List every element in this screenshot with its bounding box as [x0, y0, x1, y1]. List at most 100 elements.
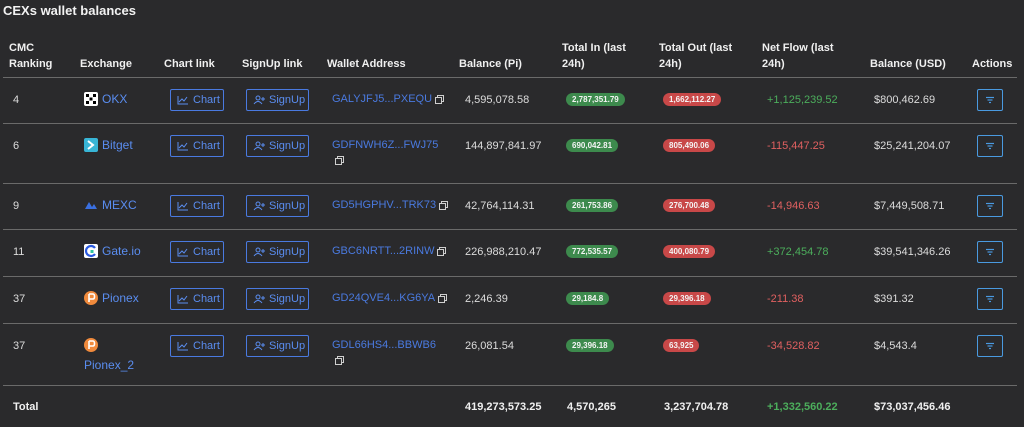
- exchange-link[interactable]: Bitget: [84, 138, 133, 152]
- row-actions-button[interactable]: [977, 89, 1003, 111]
- exchange-name: Bitget: [102, 138, 133, 152]
- copy-icon[interactable]: [335, 355, 344, 365]
- header-net-flow: Net Flow (last 24h): [762, 42, 834, 70]
- header-exchange: Exchange: [80, 58, 132, 70]
- total-out-badge: 805,490.06: [663, 139, 716, 152]
- filter-icon: [986, 295, 994, 303]
- signup-button[interactable]: SignUp: [246, 135, 309, 157]
- exchange-link[interactable]: MEXC: [84, 198, 137, 212]
- signup-button[interactable]: SignUp: [246, 335, 309, 357]
- header-total-out: Total Out (last 24h): [659, 42, 733, 70]
- gateio-logo-icon: [84, 244, 98, 258]
- header-signup-link: SignUp link: [242, 58, 303, 70]
- signup-button[interactable]: SignUp: [246, 241, 309, 263]
- chart-button[interactable]: Chart: [170, 135, 224, 157]
- header-balance-usd: Balance (USD): [870, 58, 946, 70]
- signup-button[interactable]: SignUp: [246, 195, 309, 217]
- total-in-badge: 690,042.81: [566, 139, 619, 152]
- exchange-name: Gate.io: [102, 244, 141, 258]
- row-actions-button[interactable]: [977, 335, 1003, 357]
- total-balance-usd: $73,037,456.46: [874, 401, 951, 413]
- user-plus-icon: [253, 247, 265, 257]
- row-actions-button[interactable]: [977, 288, 1003, 310]
- wallet-address[interactable]: GBC6NRTT...2RINW: [332, 244, 447, 259]
- exchange-link[interactable]: OKX: [84, 92, 127, 106]
- total-in-badge: 772,535.57: [566, 245, 619, 258]
- header-divider: [3, 77, 1017, 78]
- total-out-badge: 276,700.48: [663, 199, 716, 212]
- wallet-address[interactable]: GD24QVE4...KG6YA: [332, 291, 448, 306]
- chart-line-icon: [177, 342, 188, 351]
- total-out: 3,237,704.78: [664, 401, 729, 413]
- pionex-logo-icon: [84, 338, 98, 352]
- balance-pi-cell: 4,595,078.58: [465, 94, 530, 106]
- chart-button[interactable]: Chart: [170, 335, 224, 357]
- wallet-address[interactable]: GDFNWH6Z...FWJ75: [332, 138, 438, 168]
- row-divider: [3, 323, 1017, 324]
- user-plus-icon: [253, 95, 265, 105]
- balance-usd-cell: $7,449,508.71: [874, 200, 945, 212]
- chart-button[interactable]: Chart: [170, 288, 224, 310]
- total-in-badge: 29,184.8: [566, 292, 610, 305]
- total-net-flow: +1,332,560.22: [767, 401, 838, 413]
- filter-icon: [986, 96, 994, 104]
- filter-icon: [986, 342, 994, 350]
- wallet-address[interactable]: GD5HGPHV...TRK73: [332, 198, 449, 213]
- net-flow-cell: +1,125,239.52: [767, 94, 838, 106]
- row-actions-button[interactable]: [977, 241, 1003, 263]
- exchange-link[interactable]: Pionex: [84, 291, 139, 305]
- signup-button[interactable]: SignUp: [246, 89, 309, 111]
- copy-icon[interactable]: [439, 200, 449, 210]
- exchange-name: MEXC: [102, 198, 137, 212]
- copy-icon[interactable]: [435, 94, 445, 104]
- total-out-badge: 63,925: [663, 339, 700, 352]
- row-divider: [3, 276, 1017, 277]
- total-out-badge: 400,080.79: [663, 245, 716, 258]
- total-label: Total: [13, 401, 39, 413]
- page-title: CEXs wallet balances: [3, 3, 136, 18]
- chart-line-icon: [177, 248, 188, 257]
- total-in-badge: 261,753.86: [566, 199, 619, 212]
- rank-cell: 11: [13, 246, 25, 258]
- net-flow-cell: -115,447.25: [767, 140, 825, 152]
- rank-cell: 4: [13, 94, 20, 106]
- net-flow-cell: +372,454.78: [767, 246, 829, 258]
- chart-button[interactable]: Chart: [170, 241, 224, 263]
- chart-button[interactable]: Chart: [170, 89, 224, 111]
- wallet-address[interactable]: GALYJFJ5...PXEQU: [332, 92, 445, 107]
- user-plus-icon: [253, 341, 265, 351]
- balance-pi-cell: 226,988,210.47: [465, 246, 542, 258]
- chart-line-icon: [177, 202, 188, 211]
- header-chart-link: Chart link: [164, 58, 215, 70]
- balance-usd-cell: $25,241,204.07: [874, 140, 951, 152]
- chart-line-icon: [177, 142, 188, 151]
- row-actions-button[interactable]: [977, 195, 1003, 217]
- okx-logo-icon: [84, 92, 98, 106]
- exchange-link[interactable]: Pionex_2: [84, 338, 134, 372]
- signup-button[interactable]: SignUp: [246, 288, 309, 310]
- rank-cell: 6: [13, 140, 20, 152]
- balance-usd-cell: $39,541,346.26: [874, 246, 951, 258]
- total-in: 4,570,265: [567, 401, 616, 413]
- copy-icon[interactable]: [437, 246, 447, 256]
- copy-icon[interactable]: [438, 293, 448, 303]
- rank-cell: 37: [13, 340, 26, 352]
- user-plus-icon: [253, 294, 265, 304]
- copy-icon[interactable]: [335, 155, 344, 165]
- header-balance-pi: Balance (Pi): [459, 58, 522, 70]
- net-flow-cell: -211.38: [767, 293, 804, 305]
- exchange-link[interactable]: Gate.io: [84, 244, 141, 258]
- chart-button[interactable]: Chart: [170, 195, 224, 217]
- row-actions-button[interactable]: [977, 135, 1003, 157]
- header-actions: Actions: [972, 58, 1013, 70]
- exchange-name: OKX: [102, 92, 128, 106]
- wallet-address[interactable]: GDL66HS4...BBWB6: [332, 338, 436, 368]
- total-in-badge: 29,396.18: [566, 339, 614, 352]
- total-divider: [3, 385, 1017, 386]
- pionex-logo-icon: [84, 291, 98, 305]
- balance-usd-cell: $391.32: [874, 293, 914, 305]
- net-flow-cell: -34,528.82: [767, 340, 820, 352]
- total-balance-pi: 419,273,573.25: [465, 401, 542, 413]
- balance-pi-cell: 2,246.39: [465, 293, 508, 305]
- row-divider: [3, 229, 1017, 230]
